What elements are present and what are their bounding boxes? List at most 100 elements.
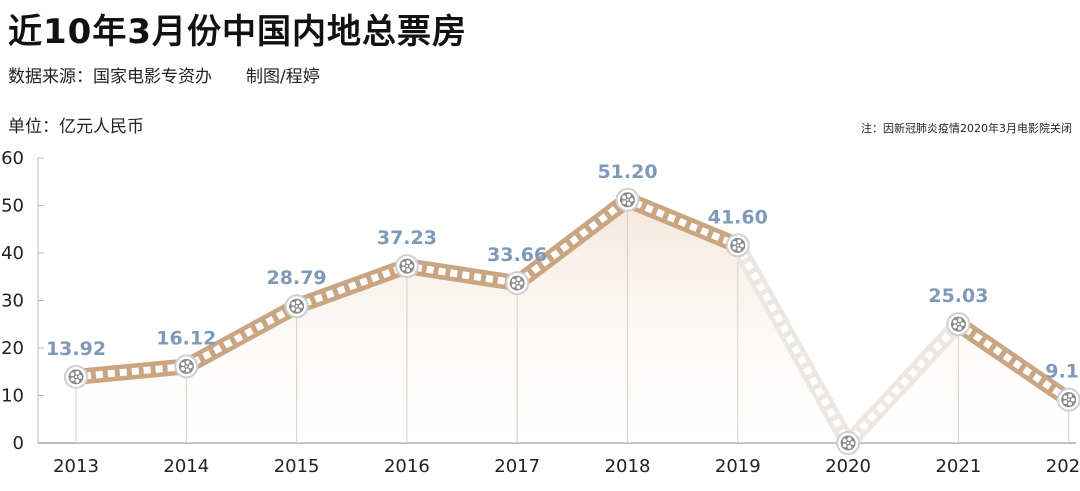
film-strip-hole <box>802 365 813 376</box>
film-strip-hole <box>972 332 983 343</box>
film-strip-hole <box>791 344 801 355</box>
film-strip-hole <box>559 242 570 253</box>
maker-credit: 制图/程婷 <box>246 67 320 87</box>
film-strip-hole <box>426 265 435 274</box>
film-strip-hole <box>155 365 163 373</box>
film-strip-hole <box>131 367 140 376</box>
film-reel-marker <box>394 254 419 279</box>
film-strip-hole <box>325 289 335 299</box>
film-strip-hole <box>254 321 265 332</box>
film-strip-segment <box>75 358 188 385</box>
film-reel-marker <box>615 187 640 212</box>
film-strip-hole <box>859 420 870 431</box>
film-strip-hole <box>588 220 599 231</box>
film-strip-body <box>730 241 856 447</box>
film-strip-hole <box>359 277 369 287</box>
film-strip-hole <box>167 364 175 372</box>
film-strip-hole <box>95 370 104 379</box>
film-strip-layer <box>75 192 1074 449</box>
y-tick-label: 30 <box>1 291 24 312</box>
data-label-layer: 13.92 16.12 28.79 37.23 33.66 51.20 41.60 25.03… <box>46 161 1080 383</box>
film-strip-hole <box>756 282 766 292</box>
film-strip-hole <box>1032 373 1043 383</box>
film-reel-marker <box>946 312 971 337</box>
film-strip-hole <box>908 368 918 378</box>
film-strip-hole <box>314 293 324 303</box>
x-tick-label: 2013 <box>53 456 99 477</box>
film-strip-segment <box>953 317 1074 407</box>
y-tick-label: 0 <box>13 433 24 454</box>
film-strip-hole <box>370 273 380 283</box>
y-tick-label: 50 <box>1 196 24 217</box>
unit-label: 单位：亿元人民币 <box>8 117 144 137</box>
film-strip-hole <box>744 261 755 271</box>
film-strip-hole <box>348 281 358 291</box>
film-strip-body <box>75 358 188 385</box>
y-tick-label: 60 <box>1 148 24 169</box>
film-strip-hole <box>899 376 910 387</box>
data-label: 16.12 <box>156 327 216 349</box>
film-strip-hole <box>785 334 795 345</box>
film-strip-hole <box>578 227 589 238</box>
x-tick-label: 2019 <box>715 456 761 477</box>
film-strip-hole <box>497 276 506 285</box>
chart-note: 注：因新冠肺炎疫情2020年3月电影院关闭 <box>861 122 1072 135</box>
data-label: 25.03 <box>928 285 988 307</box>
film-strip-hole <box>924 350 935 361</box>
x-tick-label: 2021 <box>935 456 981 477</box>
film-strip-hole <box>916 359 927 370</box>
data-label: 41.60 <box>708 206 768 228</box>
area-fill <box>76 199 1069 443</box>
data-source: 数据来源：国家电影专资办 制图/程婷 <box>8 62 320 87</box>
film-strip-hole <box>677 217 688 228</box>
film-strip-hole <box>814 386 825 397</box>
y-tick-label: 10 <box>1 386 24 407</box>
film-strip-body <box>405 258 519 292</box>
film-strip-hole <box>779 324 790 334</box>
reel-layer <box>64 187 1080 455</box>
film-strip-hole <box>932 341 943 352</box>
film-strip-hole <box>797 355 807 365</box>
film-strip-hole <box>867 412 878 422</box>
film-strip-hole <box>233 333 244 343</box>
film-reel-marker <box>284 294 309 319</box>
film-strip-hole <box>485 274 494 283</box>
x-tick-label: 2017 <box>494 456 540 477</box>
film-strip-hole <box>461 271 470 280</box>
film-strip-hole <box>244 327 254 337</box>
film-strip-hole <box>540 256 551 267</box>
film-reel-marker <box>64 364 88 389</box>
film-strip-hole <box>808 376 819 386</box>
film-strip-hole <box>1012 359 1023 370</box>
film-strip-hole <box>336 285 346 295</box>
film-strip-hole <box>820 397 831 407</box>
film-strip-hole <box>107 369 116 378</box>
data-label: 33.66 <box>487 244 547 266</box>
film-strip-hole <box>531 264 541 274</box>
film-strip-segment <box>730 241 856 447</box>
x-tick-label: 2022 <box>1046 456 1080 477</box>
film-strip-hole <box>891 385 902 396</box>
film-strip-hole <box>711 231 721 241</box>
film-strip-hole <box>1042 380 1052 390</box>
film-strip-hole <box>644 204 654 214</box>
data-label: 51.20 <box>597 161 657 183</box>
film-strip-segment <box>182 299 301 374</box>
x-tick-label: 2020 <box>825 456 871 477</box>
film-reel-marker <box>836 431 861 455</box>
data-label: 9.12 <box>1045 361 1080 383</box>
film-strip-hole <box>119 368 128 377</box>
x-tick-label: 2014 <box>163 456 209 477</box>
x-tick-label: 2018 <box>605 456 651 477</box>
film-strip-hole <box>223 338 233 349</box>
film-reel-marker <box>174 354 199 379</box>
film-strip-hole <box>982 339 993 350</box>
film-strip-hole <box>143 366 151 374</box>
film-strip-hole <box>449 269 458 278</box>
film-strip-hole <box>569 235 580 245</box>
film-strip-hole <box>202 350 212 360</box>
film-strip-hole <box>212 344 223 355</box>
film-strip-hole <box>762 292 772 303</box>
data-label: 13.92 <box>46 338 106 360</box>
